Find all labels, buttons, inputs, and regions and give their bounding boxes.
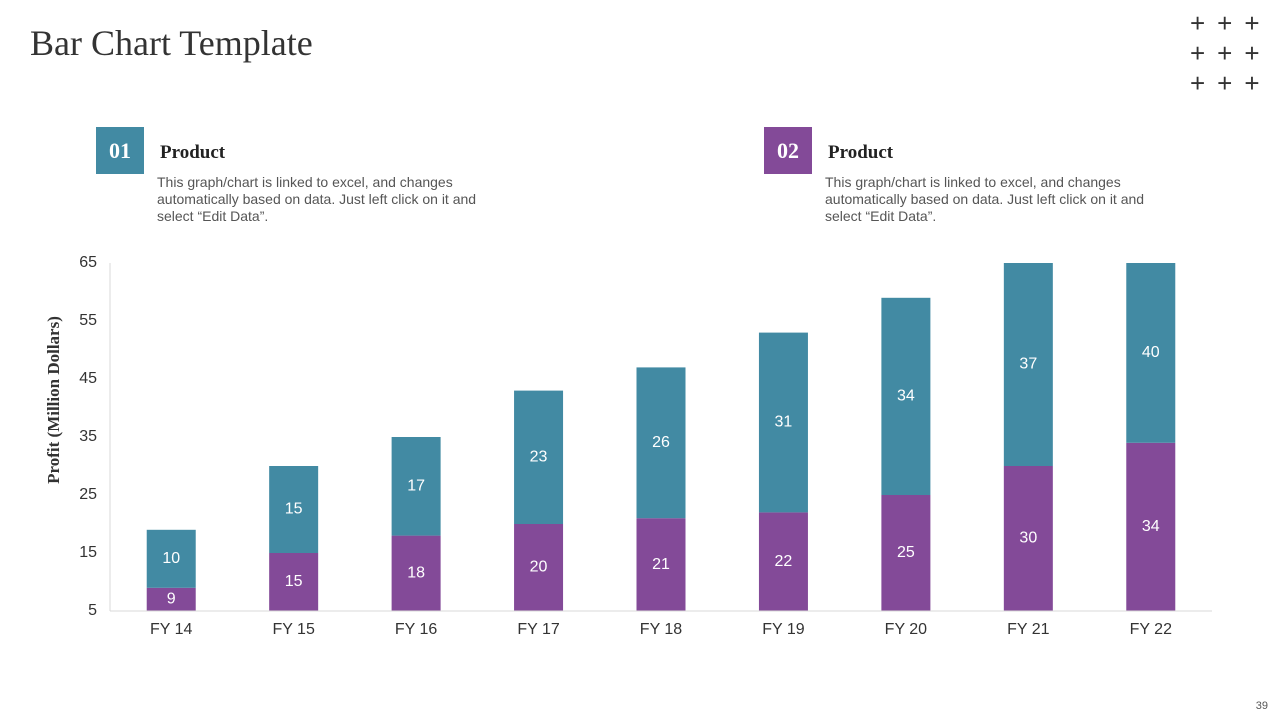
data-label: 17: [407, 478, 425, 495]
plot-area: [146, 263, 1176, 611]
x-tick-label: FY 16: [395, 621, 438, 638]
bar-segment: [1003, 263, 1053, 466]
bar-segment: [636, 518, 686, 611]
panel-text: This graph/chart is linked to excel, and…: [825, 174, 1145, 224]
bar-segment: [269, 466, 319, 553]
panel-text: This graph/chart is linked to excel, and…: [157, 174, 477, 224]
data-label: 23: [530, 449, 548, 466]
bar-segment: [1003, 466, 1053, 611]
data-label: 37: [1019, 356, 1037, 373]
data-label: 30: [1019, 530, 1037, 547]
data-label: 10: [162, 550, 180, 567]
panel-title: Product: [160, 142, 226, 163]
data-label: 15: [285, 573, 303, 590]
bar-segment: [146, 529, 196, 588]
y-tick-label: 65: [79, 254, 97, 271]
bar-segment: [391, 535, 441, 611]
x-tick-label: FY 15: [272, 621, 315, 638]
data-label: 21: [652, 556, 670, 573]
data-label: 18: [407, 565, 425, 582]
bar-segment: [269, 553, 319, 611]
y-tick-label: 35: [79, 428, 97, 445]
bar-segment: [514, 390, 564, 524]
bar-segment: [758, 512, 808, 611]
bar-segment: [391, 437, 441, 536]
x-tick-label: FY 20: [885, 621, 928, 638]
page-number: 39: [1255, 700, 1268, 712]
y-tick-label: 25: [79, 486, 97, 503]
bar-segment: [1126, 263, 1176, 443]
y-axis-label: Profit (Million Dollars): [44, 316, 63, 484]
data-label: 31: [775, 414, 793, 431]
data-label: 34: [897, 388, 915, 405]
data-label: 25: [897, 544, 915, 561]
panel-title: Product: [828, 142, 894, 163]
y-tick-label: 45: [79, 370, 97, 387]
bar-segment: [514, 524, 564, 611]
data-label: 22: [775, 553, 793, 570]
panel-number: 01: [96, 127, 144, 174]
data-label: 34: [1142, 518, 1160, 535]
bar-segment: [881, 495, 931, 611]
panel-number: 02: [764, 127, 812, 174]
data-label: 26: [652, 434, 670, 451]
data-label: 40: [1142, 344, 1160, 361]
decoration: +++ +++ +++: [1190, 8, 1272, 98]
bar-segment: [1126, 442, 1176, 611]
slide-title: Bar Chart Template: [30, 23, 313, 63]
data-label: 9: [167, 591, 176, 608]
y-tick-label: 15: [79, 544, 97, 561]
y-tick-label: 5: [88, 602, 97, 619]
data-label: 15: [285, 501, 303, 518]
x-tick-label: FY 22: [1130, 621, 1173, 638]
bar-segment: [758, 332, 808, 513]
bar-segment: [636, 367, 686, 519]
x-tick-label: FY 18: [640, 621, 683, 638]
data-label: 20: [530, 559, 548, 576]
x-tick-label: FY 14: [150, 621, 193, 638]
x-tick-label: FY 19: [762, 621, 805, 638]
bar-segment: [146, 587, 196, 611]
y-tick-label: 55: [79, 312, 97, 329]
x-tick-label: FY 21: [1007, 621, 1050, 638]
x-tick-label: FY 17: [517, 621, 560, 638]
bar-segment: [881, 297, 931, 495]
